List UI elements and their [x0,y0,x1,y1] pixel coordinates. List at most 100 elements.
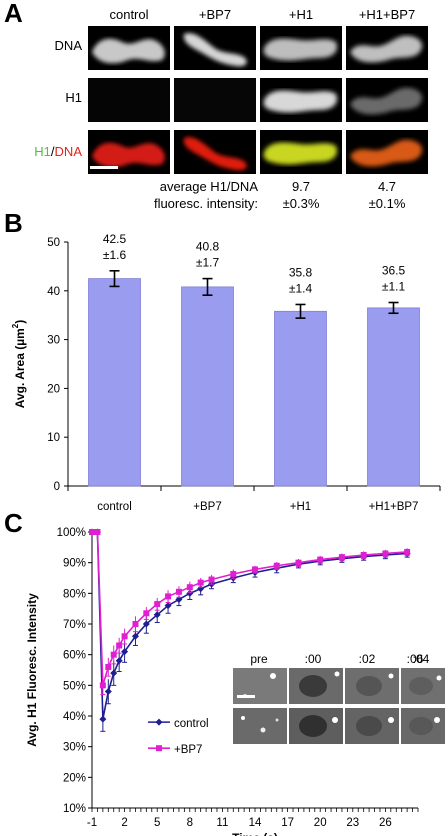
image-dna-bp7 [174,26,256,70]
x-tick-label: 14 [249,817,262,829]
col-header-bp7: +BP7 [198,7,232,22]
point-+BP7 [404,548,411,555]
y-tick-label: 40% [63,711,86,723]
point-control [104,687,112,695]
error-label-3: ±1.1 [382,280,406,294]
point-+BP7 [186,584,193,591]
legend-label-+BP7: +BP7 [174,744,202,756]
error-label-0: ±1.6 [103,248,127,262]
inset-panel: pre :00 :02 :04 [232,652,446,742]
x-tick-label-1: +BP7 [193,501,221,513]
x-tick-label: 2 [121,817,127,829]
inset-scale-bar [237,695,255,698]
error-label-1: ±1.7 [196,256,220,270]
point-+BP7 [317,556,324,563]
point-+BP7 [165,593,172,600]
point-+BP7 [230,571,237,578]
point-+BP7 [382,550,389,557]
inset-bp7-04 [401,708,445,744]
image-h1-h1 [260,78,342,122]
point-control [110,669,118,677]
y-tick-label: 40 [47,286,60,298]
inset-header-04: :04 [412,652,430,666]
merge-label-dna: DNA [54,144,82,159]
image-merge-h1 [260,130,342,174]
point-+BP7 [143,610,150,617]
x-tick-label: -1 [87,817,97,829]
x-tick-label: 11 [216,817,228,829]
x-tick-label-2: +H1 [290,501,311,513]
y-tick-label: 10% [63,803,86,815]
y-tick-label: 50% [63,680,86,692]
y-tick-label: 100% [57,527,86,539]
y-tick-label: 50 [47,237,60,249]
row-label-dna: DNA [54,38,82,53]
y-axis-title-close: ) [13,320,27,324]
legend-label-control: control [174,718,209,730]
value-label-3: 36.5 [382,264,406,278]
inset-control-04 [401,668,445,704]
panel-a-letter: A [4,0,23,28]
y-tick-label: 70% [63,619,86,631]
error-label-2: ±1.4 [289,281,313,295]
value-label-2: 35.8 [289,265,313,279]
x-axis-title: Time (s) [232,831,278,836]
image-dna-control [88,26,170,70]
inset-header-pre: pre [250,652,268,666]
y-axis-title: Avg. Area (µm2) [11,320,27,409]
avg-intensity-h1-bp7-mean: 4.7 [377,179,397,194]
x-tick-label: 5 [154,817,160,829]
point-+BP7 [89,529,95,535]
point-+BP7 [273,562,280,569]
avg-intensity-label: average H1/DNA fluoresc. intensity: [120,178,258,212]
avg-intensity-h1-bp7-err: ±0.1% [368,196,406,211]
point-+BP7 [132,621,139,627]
point-control [99,715,107,723]
scale-bar [90,166,118,169]
x-tick-label: 26 [379,817,392,829]
y-tick-label: 30% [63,742,86,754]
series-line-control [92,531,408,720]
x-tick-label-0: control [97,501,132,513]
inset-control-pre [233,668,287,704]
image-h1-control [88,78,170,122]
y-tick-label: 20% [63,772,86,784]
point-control [186,589,194,597]
col-header-control: control [109,7,149,22]
y-tick-label: 10 [47,432,60,444]
avg-intensity-h1-mean: 9.7 [291,179,311,194]
point-+BP7 [116,642,123,649]
point-+BP7 [338,554,345,561]
point-control [153,611,161,619]
inset-bp7-pre [233,708,287,744]
col-header-h1-bp7: +H1+BP7 [358,7,416,22]
inset-control-00 [289,668,343,704]
point-+BP7 [110,651,117,658]
point-control [131,632,139,640]
avg-intensity-h1: 9.7 ±0.3% [260,178,342,212]
y-tick-label: 90% [63,558,86,570]
point-+BP7 [208,576,215,583]
y-tick-label: 30 [47,335,60,347]
value-label-1: 40.8 [196,240,220,254]
point-control [121,648,129,656]
point-control [142,620,150,628]
point-+BP7 [360,552,367,558]
point-+BP7 [99,682,106,689]
x-tick-label: 23 [346,817,359,829]
y-axis-title-main: Avg. Area (µm [13,328,27,408]
point-+BP7 [105,663,112,670]
legend-marker-control [155,718,163,726]
image-dna-h1 [260,26,342,70]
bar-0 [88,278,141,487]
panel-b-letter: B [4,208,23,238]
bar-2 [274,310,327,487]
x-tick-label: 8 [187,817,193,829]
y-tick-label: 20 [47,383,60,395]
avg-intensity-label-line2: fluoresc. intensity: [153,196,258,211]
value-label-0: 42.5 [103,232,127,246]
inset-control-02 [345,668,399,704]
y-tick-label: 80% [63,588,86,600]
point-control [164,602,172,610]
image-h1-h1-bp7 [346,78,428,122]
